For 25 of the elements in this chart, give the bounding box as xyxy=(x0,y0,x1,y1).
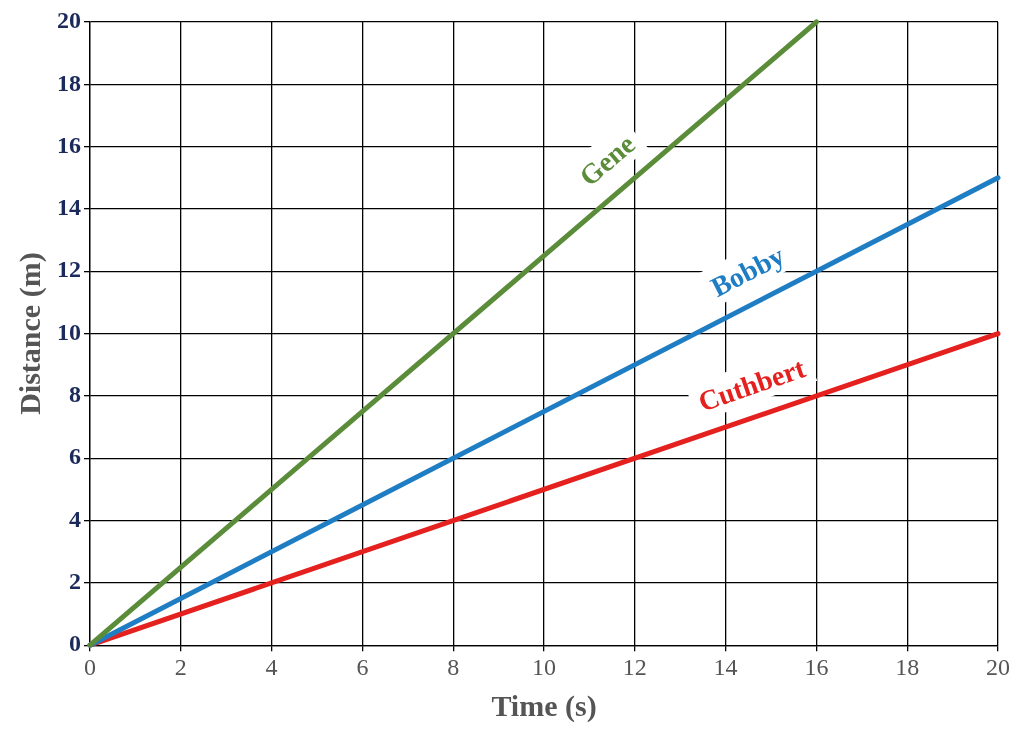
y-tick-label: 20 xyxy=(57,7,81,34)
y-tick-label: 10 xyxy=(57,318,81,345)
y-tick-label: 16 xyxy=(57,131,81,158)
x-axis-title: Time (s) xyxy=(491,688,597,723)
x-tick-label: 6 xyxy=(356,653,369,680)
y-tick-label: 0 xyxy=(69,630,81,657)
y-axis-title: Distance (m) xyxy=(12,252,47,415)
x-tick-label: 16 xyxy=(804,653,829,680)
y-tick-label: 14 xyxy=(57,194,81,221)
x-tick-label: 14 xyxy=(713,653,738,680)
text: Gene xyxy=(573,128,641,193)
y-tick-label: 8 xyxy=(69,381,81,408)
text: Bobby xyxy=(705,239,790,303)
y-tick-label: 6 xyxy=(69,443,81,470)
y-tick-label: 2 xyxy=(69,568,81,595)
y-tick-label: 4 xyxy=(69,505,81,532)
x-tick-label: 2 xyxy=(174,653,187,680)
y-tick-label: 18 xyxy=(57,69,81,96)
x-tick-label: 12 xyxy=(622,653,647,680)
x-tick-label: 20 xyxy=(986,653,1010,680)
x-tick-label: 4 xyxy=(265,653,278,680)
x-tick-label: 8 xyxy=(447,653,460,680)
y-tick-label: 12 xyxy=(57,256,81,283)
x-tick-label: 18 xyxy=(895,653,920,680)
x-tick-label: 10 xyxy=(532,653,556,680)
